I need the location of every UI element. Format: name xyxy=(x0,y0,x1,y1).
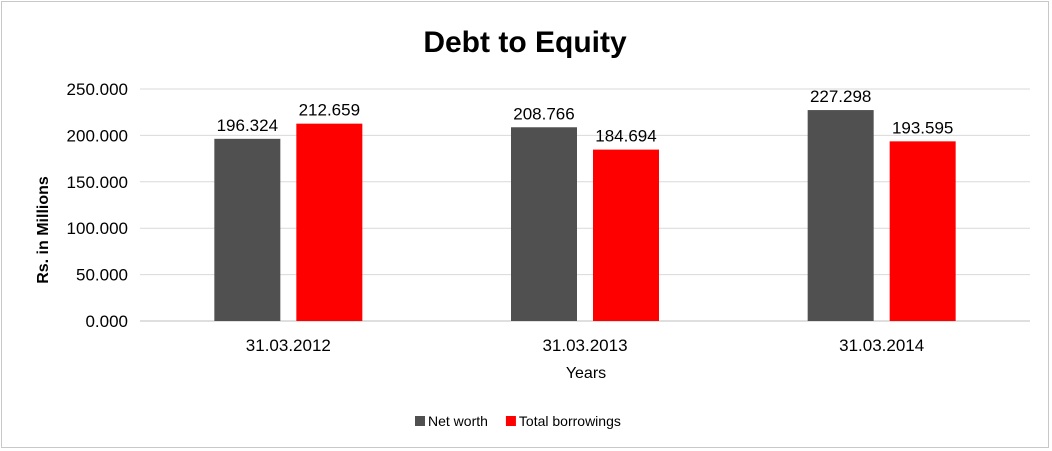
legend-item: Total borrowings xyxy=(505,413,621,429)
y-axis-ticks: 0.000 50.000 100.000 150.000 200.000 250.000 xyxy=(67,80,128,331)
y-tick-label: 200.000 xyxy=(67,126,128,145)
y-tick-label: 0.000 xyxy=(85,312,128,331)
data-label: 212.659 xyxy=(299,101,360,120)
legend-label: Net worth xyxy=(428,413,488,429)
data-labels: 196.324 212.659 208.766 184.694 227.298 193.5… xyxy=(217,87,954,146)
y-tick-label: 100.000 xyxy=(67,219,128,238)
data-label: 193.595 xyxy=(892,118,953,137)
bar-total-borrowings xyxy=(889,141,956,321)
bar-net-worth xyxy=(511,127,577,321)
x-axis-label: Years xyxy=(566,365,606,382)
legend-item: Net worth xyxy=(415,413,488,429)
bar-total-borrowings xyxy=(296,123,363,321)
data-label: 208.766 xyxy=(513,104,574,123)
y-axis-label: Rs. in Millions xyxy=(35,176,52,284)
bars xyxy=(214,110,956,321)
bar-total-borrowings xyxy=(593,149,659,321)
legend: Net worth Total borrowings xyxy=(415,413,621,429)
gridlines xyxy=(140,88,1030,322)
x-tick-label: 31.03.2013 xyxy=(542,336,627,355)
legend-swatch xyxy=(415,416,425,426)
data-label: 227.298 xyxy=(810,87,871,106)
y-tick-label: 250.000 xyxy=(67,80,128,99)
y-tick-label: 50.000 xyxy=(76,266,128,285)
legend-label: Total borrowings xyxy=(519,413,621,429)
x-tick-label: 31.03.2012 xyxy=(246,336,331,355)
x-tick-label: 31.03.2014 xyxy=(839,336,924,355)
data-label: 184.694 xyxy=(595,127,656,146)
data-label: 196.324 xyxy=(217,116,278,135)
chart-title: Debt to Equity xyxy=(423,26,627,59)
y-tick-label: 150.000 xyxy=(67,173,128,192)
bar-net-worth xyxy=(807,110,874,321)
legend-swatch xyxy=(505,416,516,426)
x-axis-ticks: 31.03.2012 31.03.2013 31.03.2014 xyxy=(246,336,924,355)
bar-net-worth xyxy=(214,138,281,321)
